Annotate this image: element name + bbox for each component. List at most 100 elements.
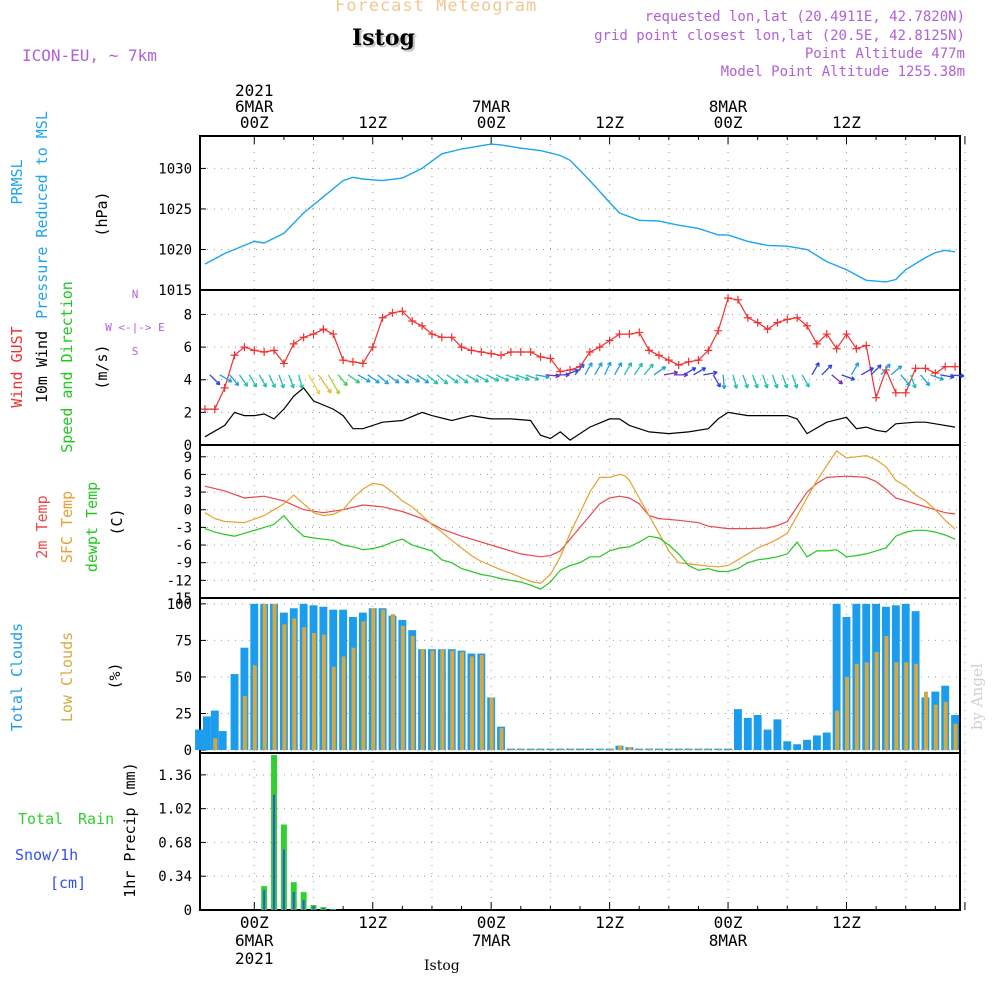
wind-arrow — [209, 374, 221, 386]
gust-point — [822, 330, 831, 339]
snow-bar — [273, 794, 276, 910]
wind-arrow — [515, 374, 530, 381]
gust-point — [635, 328, 644, 337]
wind-arrow — [476, 374, 490, 383]
low-cloud-bar — [894, 662, 899, 751]
wind-arrow — [860, 367, 874, 376]
wind-arrow — [930, 374, 945, 381]
wind-arrow — [920, 374, 931, 387]
wind-arrow — [742, 374, 749, 389]
gust-point — [862, 341, 871, 350]
gust-point — [447, 333, 456, 342]
low-cloud-bar — [943, 701, 948, 751]
low-cloud-bar — [390, 614, 395, 751]
time-label-bottom: 12Z — [832, 913, 861, 932]
low-cloud-bar — [469, 656, 474, 751]
gust-point — [645, 346, 654, 355]
wind-arrow — [910, 374, 917, 389]
wind-arrow — [525, 374, 540, 381]
gust-point — [536, 352, 545, 361]
low-cloud-bar — [618, 745, 622, 751]
gust-point — [477, 348, 486, 356]
low-cloud-bar — [400, 625, 405, 751]
gust-point — [319, 325, 328, 334]
low-cloud-bar — [696, 749, 701, 751]
clouds-unit-label: (%) — [106, 662, 124, 689]
low-cloud-bar — [726, 749, 731, 751]
wind-arrow — [397, 374, 410, 384]
total-cloud-bar — [783, 741, 792, 751]
total-cloud-bar — [230, 674, 239, 751]
snow-bar — [263, 890, 266, 910]
low-cloud-bar — [627, 747, 632, 751]
low-cloud-bar — [242, 695, 247, 751]
time-label-top: 00Z — [714, 113, 743, 132]
gust-point — [773, 318, 782, 327]
gust-point — [526, 348, 535, 356]
y-tick-label: 0.68 — [158, 835, 192, 851]
wind-arrow — [801, 374, 810, 388]
low-cloud-bar — [341, 656, 346, 751]
y-tick-label: 1025 — [158, 202, 192, 218]
wind-arrow — [594, 362, 603, 376]
wind-arrow — [288, 374, 295, 389]
gust-point — [467, 346, 476, 355]
low-cloud-bar — [706, 749, 711, 751]
gust-point — [832, 344, 841, 353]
wind-arrow — [781, 374, 789, 389]
total-cloud-bar — [822, 732, 831, 751]
y-tick-label: 50 — [175, 670, 192, 686]
gust-point — [506, 348, 515, 356]
low-cloud-bar — [884, 636, 889, 751]
wind-arrow — [890, 365, 903, 376]
total-cloud-bar — [803, 739, 811, 751]
wind-arrow — [377, 374, 389, 385]
gust-point — [388, 308, 397, 317]
gust-point — [901, 388, 910, 397]
low-cloud-bar — [430, 650, 435, 751]
wind-10m-label: 10m Wind — [33, 331, 51, 403]
low-cloud-bar — [282, 624, 287, 751]
y-tick-label: -9 — [175, 556, 192, 572]
gust-point — [625, 330, 634, 339]
wind-arrow — [416, 374, 430, 384]
gust-point — [487, 349, 496, 358]
time-label-top: 2021 — [235, 81, 274, 100]
low-cloud-bar — [519, 749, 524, 751]
wind-arrow — [495, 374, 510, 382]
y-tick-label: 0 — [184, 903, 192, 919]
dewpoint-line — [204, 514, 956, 590]
low-cloud-bar — [568, 749, 573, 751]
wind-arrow — [841, 374, 856, 381]
wind-arrow — [485, 374, 500, 382]
gust-point — [654, 351, 663, 360]
gust-point — [733, 295, 742, 304]
wind-arrow — [238, 374, 249, 387]
wind-arrow — [653, 366, 667, 376]
low-cloud-bar — [657, 749, 662, 751]
wind-arrow — [712, 374, 721, 388]
low-cloud-bar — [302, 627, 307, 751]
time-label-bottom: 00Z — [477, 913, 506, 932]
low-cloud-bar — [933, 704, 938, 751]
time-label-top: 12Z — [358, 113, 387, 132]
gust-point — [704, 346, 713, 355]
panel-frame-temperature — [199, 444, 961, 599]
wind-arrow — [327, 374, 340, 395]
wind-arrow — [229, 374, 240, 387]
low-cloud-bar — [262, 603, 267, 751]
y-tick-label: 4 — [184, 373, 192, 389]
gust-point — [398, 307, 407, 316]
low-cloud-bar — [608, 749, 613, 751]
time-label-bottom: 2021 — [235, 949, 274, 968]
time-label-top: 12Z — [595, 113, 624, 132]
gust-point — [546, 354, 555, 363]
time-label-top: 8MAR — [709, 97, 748, 116]
gust-point — [289, 339, 298, 348]
model-altitude: Model Point Altitude 1255.38m — [720, 64, 965, 80]
wind-arrow — [791, 374, 799, 389]
wind-arrow — [683, 367, 697, 376]
gust-point — [743, 313, 752, 322]
low-cloud-bar — [272, 603, 277, 751]
